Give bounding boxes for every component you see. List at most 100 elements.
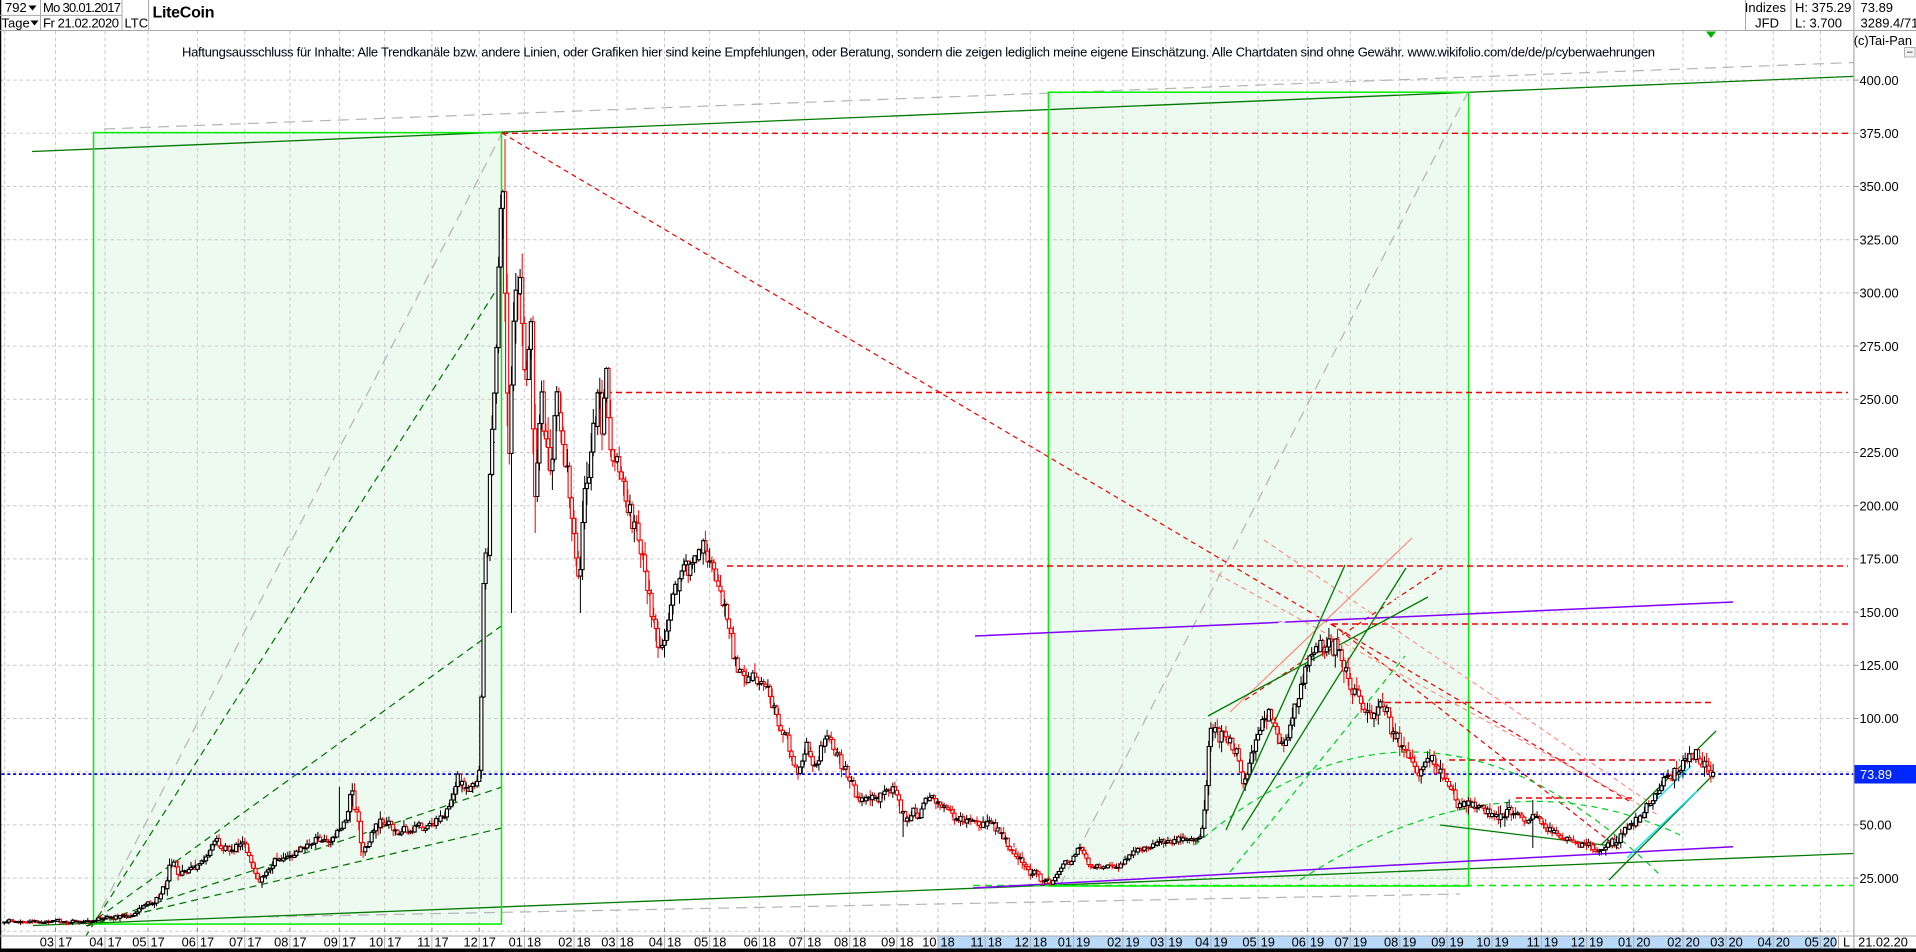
svg-text:02: 02 bbox=[1107, 935, 1121, 950]
svg-text:19: 19 bbox=[1310, 935, 1324, 950]
svg-text:17: 17 bbox=[342, 935, 356, 950]
svg-text:25.000: 25.000 bbox=[1860, 871, 1899, 886]
svg-text:Tage: Tage bbox=[2, 16, 30, 31]
svg-text:225.00: 225.00 bbox=[1860, 445, 1899, 460]
svg-text:20: 20 bbox=[1729, 935, 1743, 950]
svg-text:06: 06 bbox=[1292, 935, 1306, 950]
svg-text:07: 07 bbox=[229, 935, 243, 950]
svg-text:20: 20 bbox=[1686, 935, 1700, 950]
svg-text:17: 17 bbox=[482, 935, 496, 950]
svg-text:18: 18 bbox=[807, 935, 821, 950]
svg-text:L: 3.700: L: 3.700 bbox=[1795, 16, 1842, 31]
svg-text:125.00: 125.00 bbox=[1860, 658, 1899, 673]
svg-text:01: 01 bbox=[1618, 935, 1632, 950]
svg-text:19: 19 bbox=[1261, 935, 1275, 950]
svg-text:02: 02 bbox=[1667, 935, 1681, 950]
svg-text:19: 19 bbox=[1402, 935, 1416, 950]
svg-text:18: 18 bbox=[667, 935, 681, 950]
svg-text:12: 12 bbox=[1571, 935, 1585, 950]
svg-text:19: 19 bbox=[1353, 935, 1367, 950]
svg-text:3289.4/71.: 3289.4/71. bbox=[1861, 16, 1916, 31]
svg-text:17: 17 bbox=[200, 935, 214, 950]
svg-text:01: 01 bbox=[1058, 935, 1072, 950]
svg-text:19: 19 bbox=[1125, 935, 1139, 950]
svg-text:03: 03 bbox=[40, 935, 54, 950]
svg-text:18: 18 bbox=[1033, 935, 1047, 950]
svg-text:20: 20 bbox=[1636, 935, 1650, 950]
svg-text:06: 06 bbox=[744, 935, 758, 950]
svg-text:17: 17 bbox=[292, 935, 306, 950]
svg-text:12: 12 bbox=[1015, 935, 1029, 950]
svg-text:04: 04 bbox=[89, 935, 103, 950]
svg-text:17: 17 bbox=[434, 935, 448, 950]
svg-text:06: 06 bbox=[182, 935, 196, 950]
svg-text:18: 18 bbox=[852, 935, 866, 950]
svg-text:19: 19 bbox=[1495, 935, 1509, 950]
svg-text:17: 17 bbox=[108, 935, 122, 950]
svg-text:Indizes: Indizes bbox=[1745, 0, 1787, 15]
svg-text:20: 20 bbox=[1823, 935, 1837, 950]
svg-text:09: 09 bbox=[1431, 935, 1445, 950]
svg-text:21.02.20: 21.02.20 bbox=[1858, 935, 1908, 950]
svg-text:175.00: 175.00 bbox=[1860, 552, 1899, 567]
svg-text:73.89: 73.89 bbox=[1860, 767, 1892, 782]
svg-text:19: 19 bbox=[1213, 935, 1227, 950]
svg-text:250.00: 250.00 bbox=[1860, 392, 1899, 407]
svg-text:792: 792 bbox=[5, 0, 27, 15]
svg-text:LiteCoin: LiteCoin bbox=[153, 5, 215, 22]
svg-text:08: 08 bbox=[274, 935, 288, 950]
svg-text:50.00: 50.00 bbox=[1860, 818, 1892, 833]
svg-text:04: 04 bbox=[1195, 935, 1209, 950]
svg-text:(c)Tai-Pan: (c)Tai-Pan bbox=[1854, 33, 1912, 48]
svg-text:18: 18 bbox=[527, 935, 541, 950]
svg-text:19: 19 bbox=[1168, 935, 1182, 950]
svg-text:10: 10 bbox=[369, 935, 383, 950]
svg-text:H: 375.29: H: 375.29 bbox=[1795, 0, 1851, 15]
svg-text:100.00: 100.00 bbox=[1860, 711, 1899, 726]
svg-text:275.00: 275.00 bbox=[1860, 339, 1899, 354]
svg-text:11: 11 bbox=[1527, 935, 1540, 950]
svg-text:01: 01 bbox=[509, 935, 523, 950]
svg-text:11: 11 bbox=[970, 935, 983, 950]
svg-text:19: 19 bbox=[1544, 935, 1558, 950]
svg-text:73.89: 73.89 bbox=[1861, 0, 1894, 15]
svg-text:325.00: 325.00 bbox=[1860, 232, 1899, 247]
svg-text:18: 18 bbox=[941, 935, 955, 950]
svg-text:L: L bbox=[1843, 935, 1850, 950]
svg-text:18: 18 bbox=[762, 935, 776, 950]
svg-text:150.00: 150.00 bbox=[1860, 605, 1899, 620]
svg-text:17: 17 bbox=[387, 935, 401, 950]
svg-text:18: 18 bbox=[577, 935, 591, 950]
svg-text:18: 18 bbox=[712, 935, 726, 950]
svg-text:350.00: 350.00 bbox=[1860, 179, 1899, 194]
svg-text:19: 19 bbox=[1076, 935, 1090, 950]
svg-text:LTC: LTC bbox=[125, 16, 149, 31]
svg-text:Fr 21.02.2020: Fr 21.02.2020 bbox=[43, 16, 119, 31]
svg-text:10: 10 bbox=[1476, 935, 1490, 950]
svg-text:11: 11 bbox=[417, 935, 430, 950]
svg-text:10: 10 bbox=[922, 935, 936, 950]
svg-text:04: 04 bbox=[649, 935, 663, 950]
svg-text:07: 07 bbox=[1335, 935, 1349, 950]
svg-text:05: 05 bbox=[1242, 935, 1256, 950]
svg-text:12: 12 bbox=[463, 935, 477, 950]
svg-text:18: 18 bbox=[899, 935, 913, 950]
svg-text:300.00: 300.00 bbox=[1860, 286, 1899, 301]
svg-text:375.00: 375.00 bbox=[1860, 126, 1899, 141]
svg-text:20: 20 bbox=[1776, 935, 1790, 950]
svg-text:05: 05 bbox=[132, 935, 146, 950]
svg-text:03: 03 bbox=[601, 935, 615, 950]
svg-text:17: 17 bbox=[58, 935, 72, 950]
svg-text:17: 17 bbox=[247, 935, 261, 950]
svg-text:19: 19 bbox=[1589, 935, 1603, 950]
svg-text:400.00: 400.00 bbox=[1860, 73, 1899, 88]
svg-text:200.00: 200.00 bbox=[1860, 498, 1899, 513]
svg-text:19: 19 bbox=[1450, 935, 1464, 950]
svg-text:07: 07 bbox=[789, 935, 803, 950]
svg-text:09: 09 bbox=[324, 935, 338, 950]
svg-text:02: 02 bbox=[558, 935, 572, 950]
svg-text:18: 18 bbox=[620, 935, 634, 950]
svg-text:Mo 30.01.2017: Mo 30.01.2017 bbox=[43, 0, 121, 15]
svg-text:03: 03 bbox=[1150, 935, 1164, 950]
svg-text:17: 17 bbox=[151, 935, 165, 950]
